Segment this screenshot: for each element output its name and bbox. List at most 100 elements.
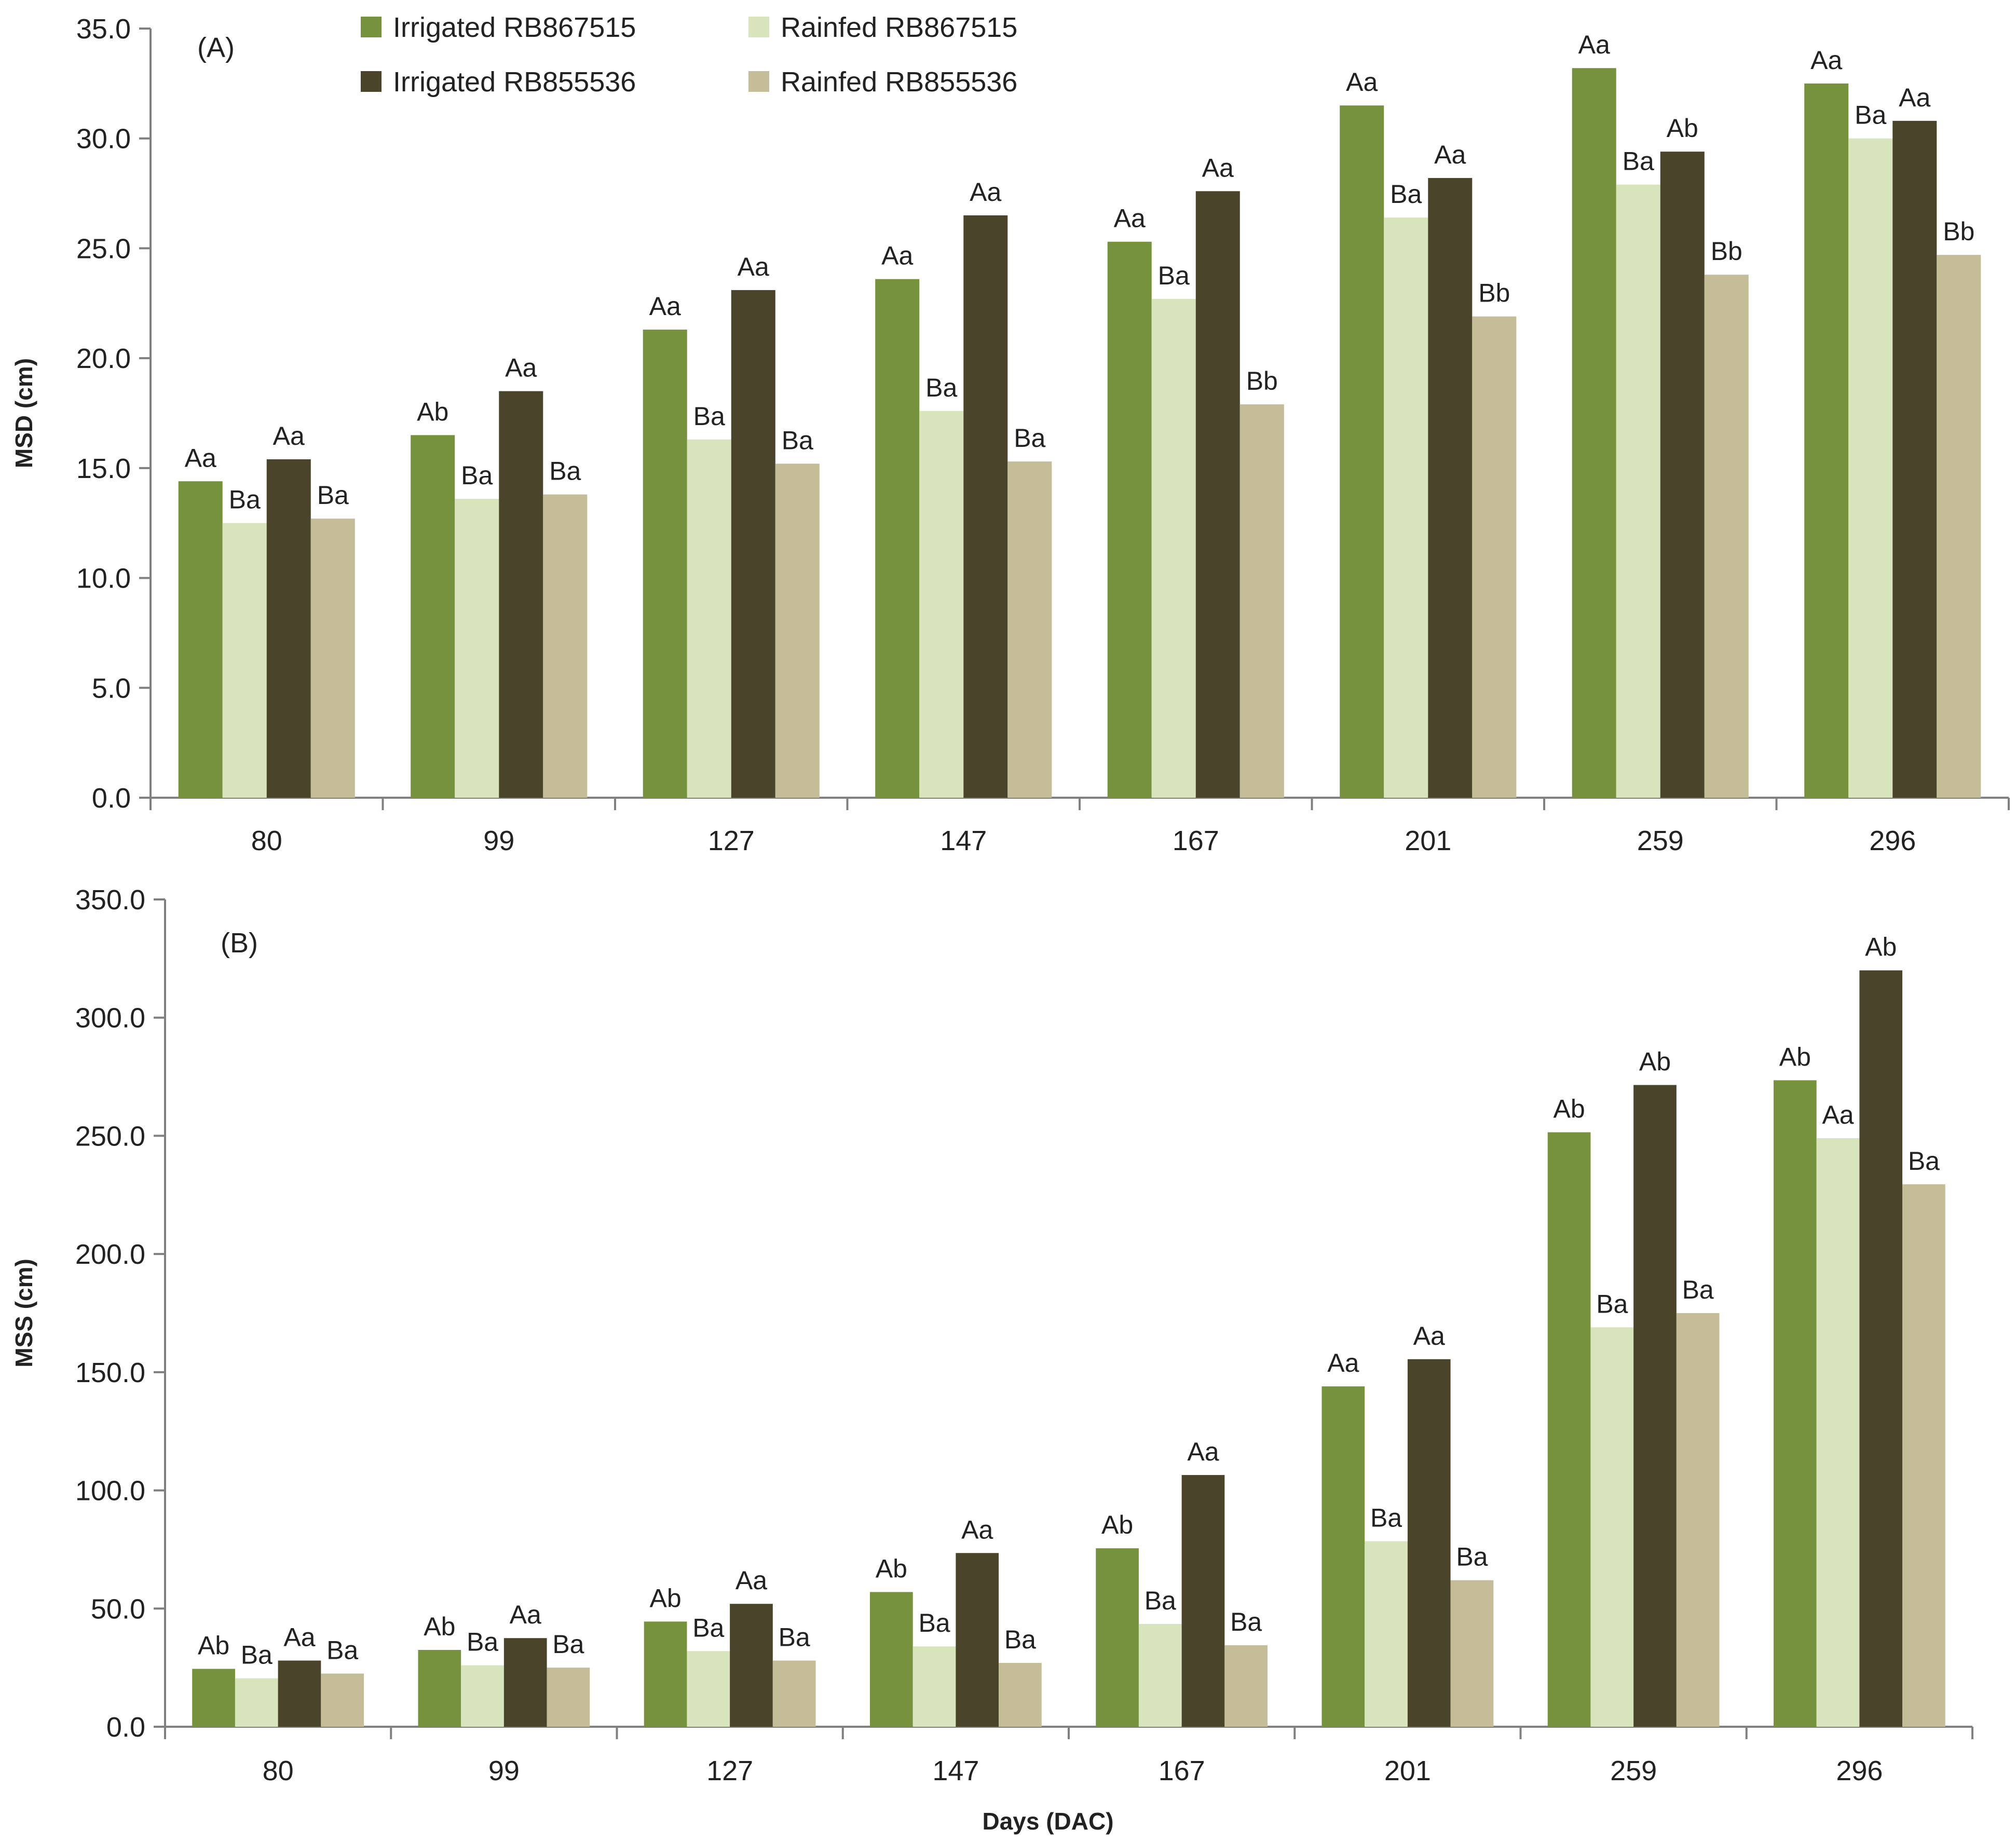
- bar: [455, 499, 499, 798]
- bar: [278, 1660, 321, 1727]
- x-category-label: 127: [706, 1755, 753, 1786]
- bar-significance-label: Ab: [876, 1554, 907, 1583]
- bar: [1340, 105, 1384, 798]
- bar-significance-label: Ba: [1456, 1542, 1488, 1572]
- bar: [543, 494, 588, 798]
- bar: [1633, 1085, 1677, 1727]
- bar-significance-label: Ba: [326, 1636, 358, 1665]
- x-category-label: 259: [1637, 825, 1684, 856]
- bar: [731, 290, 775, 798]
- bar: [1590, 1327, 1634, 1727]
- x-category-label: 167: [1159, 1755, 1205, 1786]
- bar-significance-label: Ab: [649, 1583, 681, 1613]
- bar: [192, 1669, 235, 1727]
- y-tick-label: 150.0: [75, 1357, 145, 1388]
- bar-significance-label: Ab: [424, 1612, 455, 1641]
- x-category-label: 296: [1869, 825, 1916, 856]
- bar-significance-label: Ba: [925, 373, 957, 402]
- x-category-label: 80: [251, 825, 282, 856]
- bar: [499, 391, 543, 798]
- bar-significance-label: Aa: [970, 178, 1001, 207]
- bar: [1937, 255, 1981, 798]
- bar: [1676, 1313, 1720, 1727]
- bar: [687, 439, 731, 798]
- y-tick-label: 250.0: [75, 1121, 145, 1152]
- bar-significance-label: Aa: [1114, 204, 1146, 233]
- x-category-label: 296: [1836, 1755, 1883, 1786]
- bar: [1804, 83, 1849, 798]
- x-category-label: 80: [263, 1755, 294, 1786]
- bar-significance-label: Ba: [1908, 1146, 1940, 1176]
- bar: [999, 1663, 1042, 1727]
- bar-significance-label: Aa: [1822, 1100, 1854, 1129]
- bar-significance-label: Ba: [552, 1630, 584, 1659]
- y-axis-title: MSD (cm): [10, 358, 37, 468]
- bar: [235, 1678, 278, 1727]
- bar-significance-label: Ab: [1667, 114, 1698, 143]
- bar-significance-label: Aa: [1202, 153, 1234, 182]
- bar-significance-label: Ba: [1855, 101, 1886, 130]
- bar: [1572, 68, 1616, 798]
- legend-swatch: [748, 17, 769, 37]
- y-tick-label: 300.0: [75, 1003, 145, 1034]
- bar: [547, 1668, 590, 1727]
- legend-entry-label: Irrigated RB855536: [393, 66, 636, 98]
- bar-significance-label: Aa: [1899, 83, 1930, 112]
- bar-significance-label: Ba: [779, 1622, 810, 1651]
- bar: [956, 1553, 999, 1727]
- y-tick-label: 5.0: [92, 673, 131, 704]
- bar-significance-label: Aa: [1810, 46, 1842, 75]
- bar: [1239, 404, 1284, 798]
- bar-significance-label: Aa: [505, 353, 537, 383]
- bar-significance-label: Ab: [1553, 1095, 1585, 1124]
- bar: [730, 1604, 773, 1727]
- bar: [1138, 1623, 1182, 1727]
- bar-significance-label: Ba: [1370, 1503, 1402, 1532]
- legend-swatch: [361, 71, 382, 92]
- x-category-label: 127: [708, 825, 755, 856]
- bar-significance-label: Aa: [273, 421, 305, 450]
- bar: [1407, 1359, 1451, 1727]
- bar: [1547, 1132, 1591, 1727]
- x-category-label: 201: [1384, 1755, 1431, 1786]
- legend-entry-label: Irrigated RB867515: [393, 12, 636, 43]
- y-tick-label: 25.0: [76, 233, 131, 264]
- x-category-label: 147: [940, 825, 987, 856]
- bar: [1181, 1475, 1225, 1727]
- bar-significance-label: Ba: [693, 402, 725, 431]
- bar: [266, 459, 311, 798]
- bar-significance-label: Ba: [918, 1608, 950, 1637]
- bar-significance-label: Ba: [467, 1628, 498, 1657]
- bar: [875, 279, 920, 798]
- legend: Irrigated RB867515 Rainfed RB867515 Irriga…: [361, 12, 1017, 98]
- bar-significance-label: Aa: [881, 241, 913, 270]
- bar-significance-label: Ba: [1158, 261, 1190, 290]
- bar: [1773, 1080, 1817, 1727]
- bar-significance-label: Aa: [1413, 1321, 1445, 1350]
- y-tick-label: 20.0: [76, 343, 131, 374]
- bar: [1472, 316, 1517, 798]
- bar-significance-label: Aa: [735, 1566, 767, 1595]
- x-axis-title: Days (DAC): [982, 1808, 1113, 1835]
- y-tick-label: 0.0: [92, 783, 131, 814]
- bar-significance-label: Bb: [1478, 279, 1510, 308]
- bar-significance-label: Ba: [241, 1641, 273, 1670]
- bar-significance-label: Aa: [649, 292, 681, 321]
- x-category-label: 147: [932, 1755, 979, 1786]
- bar-significance-label: Ba: [1682, 1275, 1714, 1304]
- bar: [1859, 970, 1903, 1727]
- panel-label: (A): [197, 32, 235, 63]
- bar: [1322, 1386, 1365, 1727]
- bar: [503, 1638, 547, 1727]
- bar-significance-label: Ab: [198, 1631, 229, 1660]
- bar-significance-label: Bb: [1711, 237, 1742, 266]
- bar-significance-label: Ba: [317, 481, 349, 510]
- bar-significance-label: Aa: [1578, 30, 1610, 59]
- bar: [1892, 120, 1937, 798]
- bar-significance-label: Aa: [1327, 1348, 1359, 1377]
- bar-significance-label: Ba: [1145, 1586, 1176, 1615]
- bar: [1902, 1184, 1945, 1727]
- bar: [1365, 1541, 1408, 1727]
- x-category-label: 99: [483, 825, 514, 856]
- bar-significance-label: Aa: [1434, 140, 1466, 169]
